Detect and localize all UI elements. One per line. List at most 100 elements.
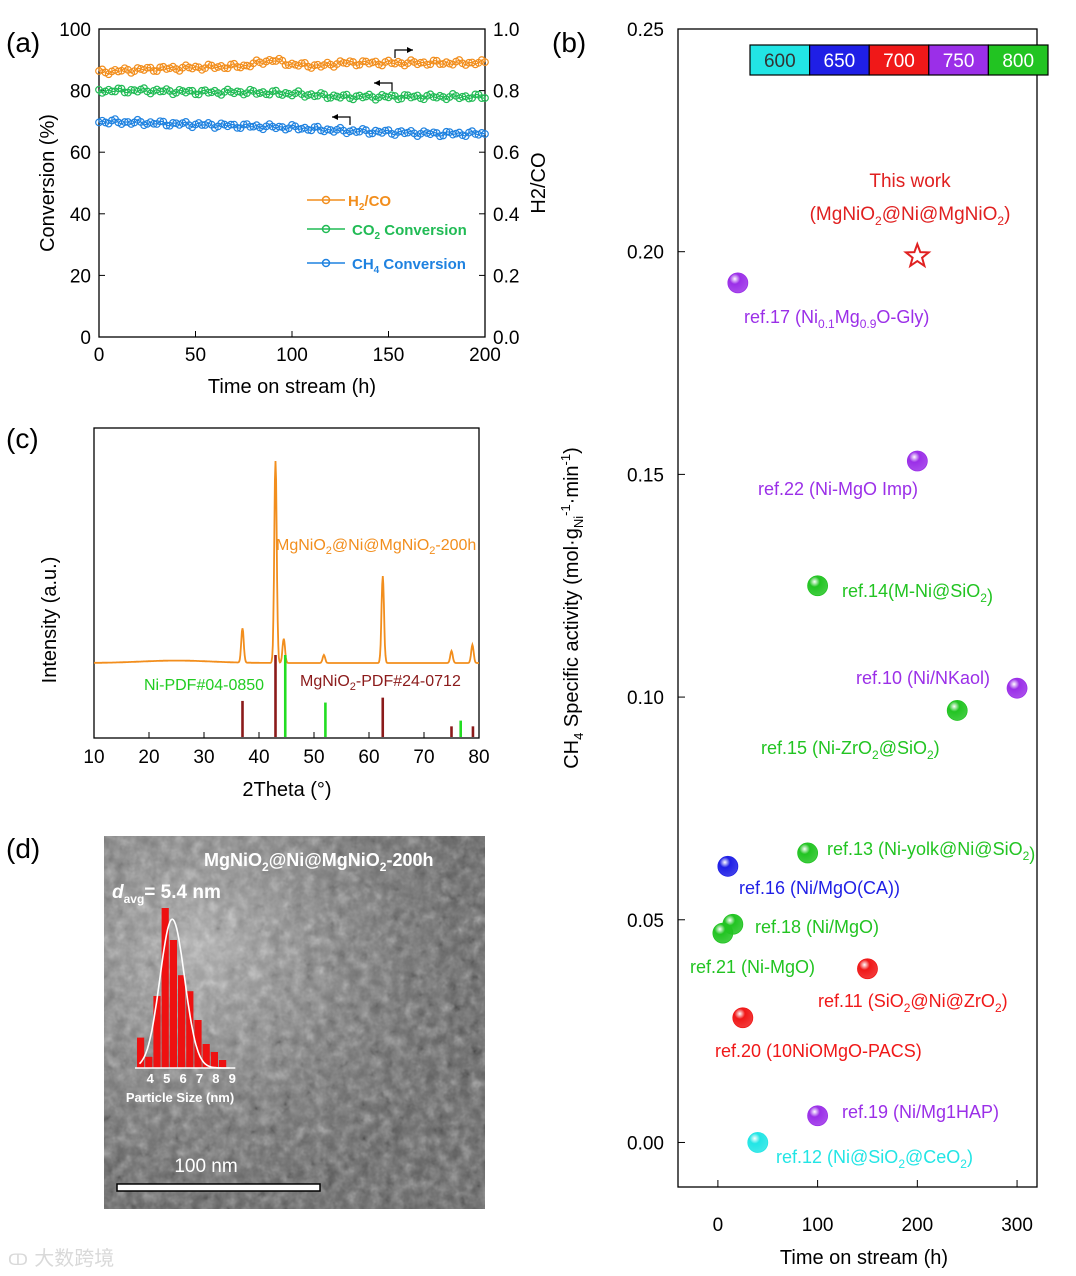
panel-a-y2tick-label: 1.0 xyxy=(493,20,519,41)
series-marker xyxy=(233,87,242,96)
temp-label-700: 700 xyxy=(883,51,915,72)
legend-ch4-conversion: CH4 Conversion xyxy=(352,256,466,276)
temp-swatch-700 xyxy=(868,44,930,76)
histogram-bar xyxy=(145,1056,153,1068)
data-point-11 xyxy=(807,1105,829,1127)
axis-indicator-arrowhead xyxy=(332,114,338,120)
panel-a-legend: H2/CO CO2 Conversion CH4 Conversion xyxy=(307,193,467,276)
panel-c-ylabel: Intensity (a.u.) xyxy=(39,557,61,684)
series-marker xyxy=(156,87,165,96)
series-marker xyxy=(400,91,409,99)
series-marker xyxy=(226,120,235,129)
panel-c-xtick-label: 50 xyxy=(303,747,324,768)
panel-c-xtick-label: 60 xyxy=(358,747,379,768)
series-marker xyxy=(374,60,383,69)
gaussian-fit-curve xyxy=(138,918,230,1069)
panel-b-ylabel: CH4 Specific activity (mol·gNi-1·min-1) xyxy=(558,447,586,769)
panel-a-xlabel: Time on stream (h) xyxy=(208,376,376,398)
series-marker xyxy=(185,86,193,95)
histogram-bar xyxy=(186,991,194,1068)
panel-b-ytick-label: 0.25 xyxy=(627,20,664,41)
series-marker xyxy=(204,60,213,69)
series-marker xyxy=(387,91,396,100)
series-marker xyxy=(436,132,444,141)
panel-c-frame xyxy=(93,427,480,739)
histogram-bar xyxy=(194,1020,202,1068)
panel-label-d: (d) xyxy=(6,833,40,864)
data-point-3 xyxy=(1006,677,1028,699)
temp-swatch-800 xyxy=(987,44,1049,76)
series-marker xyxy=(423,60,432,69)
series-marker xyxy=(281,89,290,97)
histogram-tick-label: 7 xyxy=(196,1071,203,1086)
reference-labels: ref.17 (Ni0.1Mg0.9O-Gly) ref.22 (Ni-MgO I… xyxy=(690,307,1035,1171)
series-marker xyxy=(233,123,242,132)
panel-label-a: (a) xyxy=(6,27,40,58)
series-marker xyxy=(243,61,251,70)
panel-b-xtick-label: 0 xyxy=(713,1215,724,1236)
temperature-legend: 600 650 700 750 800 xyxy=(749,44,1049,76)
series-marker xyxy=(481,130,489,138)
histogram-bar xyxy=(202,1044,210,1068)
panel-a-y2tick-label: 0.2 xyxy=(493,266,519,287)
series-marker xyxy=(465,94,473,103)
panel-a-xtick-label: 200 xyxy=(469,345,501,366)
series-marker xyxy=(477,94,486,102)
series-marker xyxy=(162,121,171,130)
series-marker xyxy=(220,64,229,73)
panel-b-frame xyxy=(677,28,1038,1188)
series-marker xyxy=(381,126,390,135)
data-point-1 xyxy=(906,450,928,472)
panel-a-y2tick-label: 0.8 xyxy=(493,82,519,103)
reference-label-4: ref.15 (Ni-ZrO2@SiO2) xyxy=(761,738,940,762)
series-marker xyxy=(352,61,361,70)
histogram-bar xyxy=(219,1060,227,1068)
series-marker xyxy=(297,59,306,68)
xrd-sample-label: MgNiO2@Ni@MgNiO2-200h xyxy=(276,537,476,557)
panel-a-ytick-label: 40 xyxy=(70,205,91,226)
reference-label-0: ref.17 (Ni0.1Mg0.9O-Gly) xyxy=(744,307,929,331)
panel-c-plot-area: 10 20 30 40 50 60 70 80 xyxy=(83,427,490,768)
histogram-tick-label: 4 xyxy=(147,1071,155,1086)
panel-a-ytick-label: 80 xyxy=(70,82,91,103)
series-marker xyxy=(191,62,200,71)
series-marker xyxy=(323,125,332,134)
histogram-tick-label: 5 xyxy=(163,1071,170,1086)
panel-b-xlabel: Time on stream (h) xyxy=(780,1247,948,1269)
histogram-bar xyxy=(210,1052,218,1068)
panel-label-c: (c) xyxy=(6,423,39,454)
legend-co2-conversion: CO2 Conversion xyxy=(352,222,467,242)
panel-a-xtick-label: 50 xyxy=(185,345,206,366)
series-marker xyxy=(149,67,158,75)
series-marker xyxy=(120,88,129,97)
series-marker xyxy=(226,60,235,69)
reference-label-12: ref.12 (Ni@SiO2@CeO2) xyxy=(776,1147,973,1171)
temp-swatch-750 xyxy=(928,44,989,76)
series-marker xyxy=(416,94,425,103)
temp-swatch-650 xyxy=(809,44,870,76)
scale-bar xyxy=(116,1183,321,1192)
reference-label-8: ref.21 (Ni-MgO) xyxy=(690,957,815,977)
histogram-xlabel: Particle Size (nm) xyxy=(126,1090,234,1105)
axis-indicator-arrowhead xyxy=(374,80,380,86)
reference-label-3: ref.10 (Ni/NKaol) xyxy=(856,668,990,688)
histogram-bar xyxy=(137,1037,145,1068)
panel-b-xtick-label: 100 xyxy=(802,1215,834,1236)
series-marker xyxy=(352,128,361,136)
tem-title: MgNiO2@Ni@MgNiO2-200h xyxy=(204,850,434,874)
panel-a-frame xyxy=(98,28,486,338)
panel-b-ytick-label: 0.10 xyxy=(627,688,664,709)
panel-b-ytick-label: 0.20 xyxy=(627,243,664,264)
davg-label: davg= 5.4 nm xyxy=(112,882,221,906)
series-marker xyxy=(323,94,332,103)
temp-label-600: 600 xyxy=(764,51,796,72)
series-marker xyxy=(262,90,271,99)
legend-marker-0 xyxy=(321,195,331,205)
data-point-4 xyxy=(946,700,968,721)
legend-marker-2 xyxy=(321,258,331,268)
data-point-12 xyxy=(747,1132,769,1153)
series-marker xyxy=(114,84,123,93)
reference-label-1: ref.22 (Ni-MgO Imp) xyxy=(758,479,918,499)
